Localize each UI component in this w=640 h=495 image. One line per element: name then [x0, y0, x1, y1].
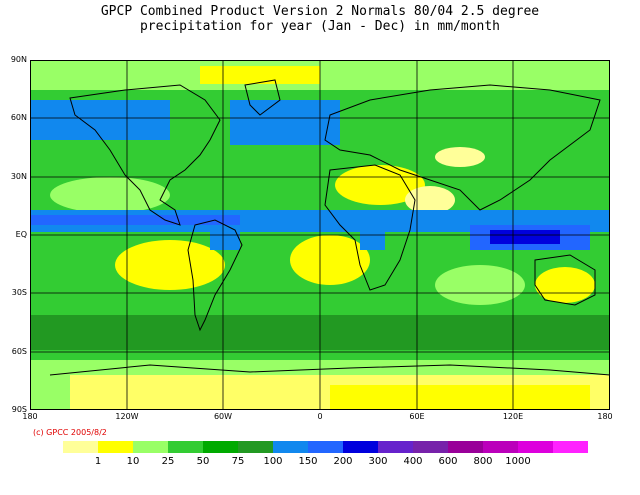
lat-label-eq: EQ — [15, 230, 27, 239]
map-subtitle: precipitation for year (Jan - Dec) in mm… — [139, 19, 501, 34]
antarctica-outline — [49, 364, 610, 376]
legend-swatch — [308, 441, 343, 453]
congo-wet — [360, 230, 385, 250]
graticule — [30, 60, 610, 410]
itcz-core — [30, 215, 240, 225]
lat-label-90n: 90N — [10, 55, 27, 64]
australia-outline — [534, 254, 596, 306]
color-legend — [63, 441, 588, 453]
amazon-wet — [210, 225, 240, 250]
legend-label: 25 — [161, 456, 175, 467]
sahara-dry — [335, 165, 425, 205]
north-atlantic-storm — [230, 100, 340, 145]
north-pacific-storm — [30, 100, 170, 140]
legend-swatch — [518, 441, 553, 453]
lon-label-0: 0 — [317, 412, 323, 421]
lon-label-180e: 180 — [597, 412, 613, 421]
legend-swatch — [203, 441, 238, 453]
legend-swatch — [553, 441, 588, 453]
legend-label: 100 — [263, 456, 283, 467]
legend-label: 1 — [94, 456, 102, 467]
legend-label: 800 — [473, 456, 493, 467]
south-atlantic-dry — [290, 235, 370, 285]
legend-swatch — [238, 441, 273, 453]
north-america-outline — [69, 84, 221, 226]
africa-outline — [324, 164, 416, 291]
legend-swatch — [448, 441, 483, 453]
map-title: GPCP Combined Product Version 2 Normals … — [100, 4, 540, 19]
lon-label-60e: 60E — [409, 412, 425, 421]
lat-label-60n: 60N — [10, 113, 27, 122]
south-indian-dry — [435, 265, 525, 305]
south-pacific-dry — [115, 240, 225, 290]
legend-swatch — [343, 441, 378, 453]
lon-label-120w: 120W — [115, 412, 139, 421]
lon-label-120e: 120E — [502, 412, 524, 421]
legend-swatch — [378, 441, 413, 453]
lat-label-90s: 90S — [11, 405, 27, 414]
legend-swatch — [483, 441, 518, 453]
legend-swatch — [98, 441, 133, 453]
arabia-dry — [405, 186, 455, 214]
legend-label: 400 — [403, 456, 423, 467]
legend-swatch — [413, 441, 448, 453]
coastlines — [49, 79, 610, 376]
south-america-outline — [187, 219, 243, 332]
lat-label-30n: 30N — [10, 172, 27, 181]
legend-swatch — [273, 441, 308, 453]
legend-label: 300 — [368, 456, 388, 467]
legend-label: 200 — [333, 456, 353, 467]
legend-label: 150 — [298, 456, 318, 467]
legend-swatch — [168, 441, 203, 453]
legend-label: 1000 — [505, 456, 531, 467]
legend-swatch — [133, 441, 168, 453]
precipitation-map — [30, 60, 610, 410]
warm-pool-core — [490, 230, 560, 244]
north-polar-yellow — [200, 66, 320, 84]
lat-label-60s: 60S — [11, 347, 27, 356]
map-frame — [30, 60, 610, 410]
central-asia-dry — [435, 147, 485, 167]
credit-text: (c) GPCC 2005/8/2 — [33, 428, 107, 437]
east-pacific-dry-north — [50, 177, 170, 213]
legend-label: 600 — [438, 456, 458, 467]
antarctica-core — [330, 385, 590, 410]
eurasia-outline — [324, 84, 601, 211]
legend-label: 75 — [231, 456, 245, 467]
lat-label-30s: 30S — [11, 288, 27, 297]
legend-label: 50 — [196, 456, 210, 467]
legend-swatch — [63, 441, 98, 453]
legend-label: 10 — [126, 456, 140, 467]
greenland-outline — [244, 79, 281, 116]
australia-dry — [535, 267, 595, 303]
lon-label-180w: 180 — [22, 412, 38, 421]
lon-label-60w: 60W — [213, 412, 233, 421]
